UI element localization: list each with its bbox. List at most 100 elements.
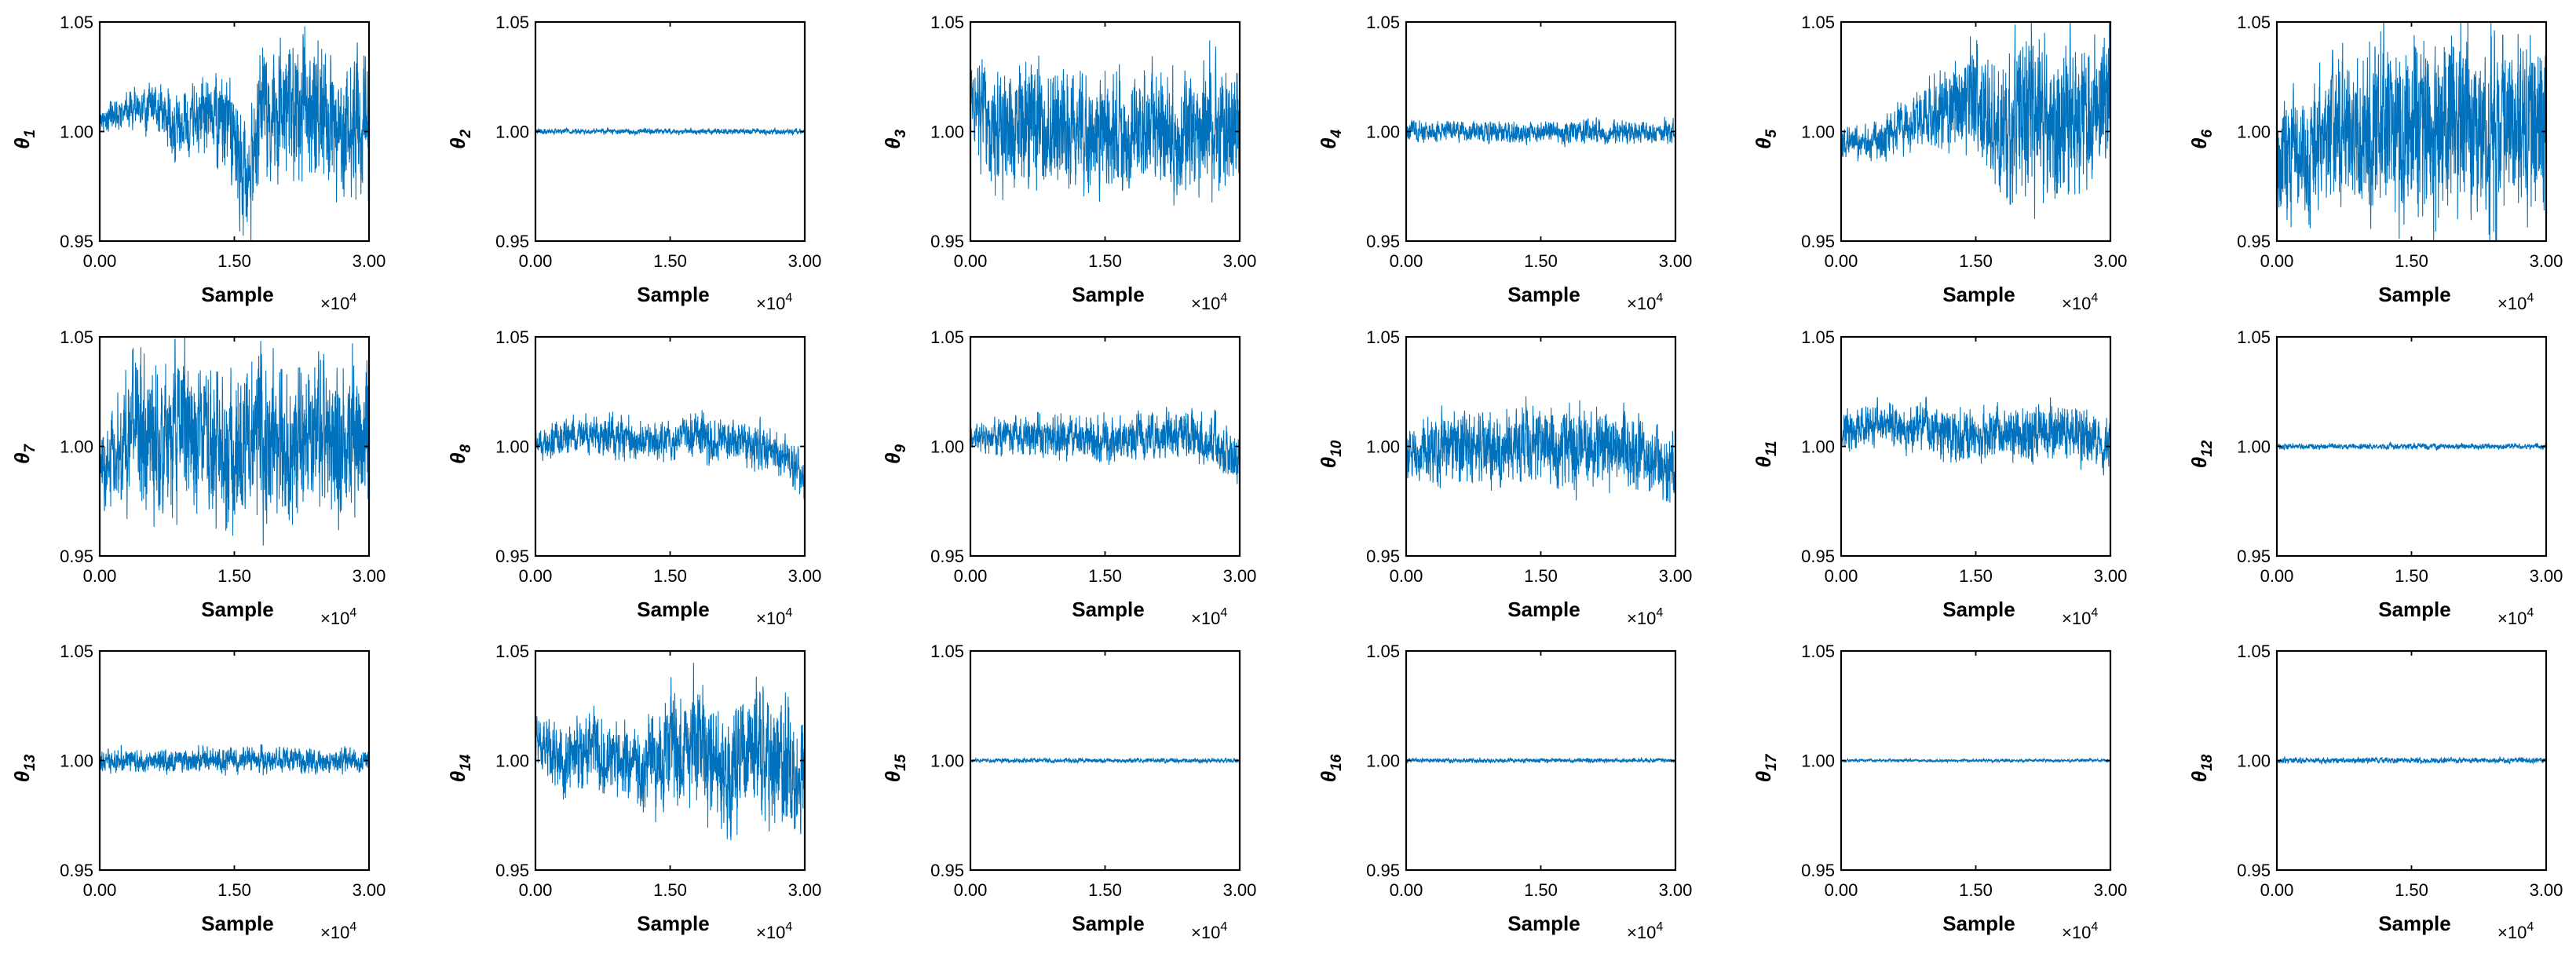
trace-line	[1841, 22, 2110, 219]
y-tick-label: 0.95	[1366, 232, 1400, 251]
y-axis-subscript: 18	[2199, 754, 2216, 771]
x-multiplier-exponent: 4	[785, 606, 792, 620]
x-axis-label: Sample	[637, 598, 710, 621]
x-multiplier-base: ×10	[2497, 923, 2527, 942]
x-multiplier: ×104	[1191, 920, 1227, 942]
x-multiplier: ×104	[756, 291, 792, 313]
x-tick-label: 3.00	[1223, 566, 1257, 586]
y-axis-symbol: θ	[881, 453, 904, 465]
y-tick-label: 1.05	[930, 327, 964, 347]
x-axis-label: Sample	[2378, 598, 2451, 621]
x-tick-label: 1.50	[2395, 251, 2428, 271]
trace-panel-1: 0.00 1.50 3.00 0.95 1.00 1.05 Sample ×104 θ1	[10, 13, 385, 313]
x-multiplier-exponent: 4	[349, 606, 356, 620]
y-tick-label: 0.95	[1366, 861, 1400, 880]
y-axis-subscript: 16	[1328, 754, 1345, 771]
x-multiplier: ×104	[2062, 291, 2098, 313]
trace-panel-18: 0.00 1.50 3.00 0.95 1.00 1.05 Sample ×104 θ18	[2187, 642, 2563, 942]
y-tick-label: 1.00	[60, 437, 93, 457]
trace-panel-14: 0.00 1.50 3.00 0.95 1.00 1.05 Sample ×104 θ14	[446, 642, 821, 942]
y-tick-label: 0.95	[495, 232, 529, 251]
trace-panel-2: 0.00 1.50 3.00 0.95 1.00 1.05 Sample ×104 θ2	[446, 13, 821, 313]
x-tick-label: 3.00	[2530, 251, 2563, 271]
y-tick-label: 1.05	[2237, 642, 2271, 661]
x-tick-label: 1.50	[653, 880, 687, 900]
x-tick-label: 1.50	[217, 251, 251, 271]
x-multiplier: ×104	[1627, 606, 1663, 628]
y-tick-label: 1.00	[1366, 751, 1400, 771]
x-multiplier: ×104	[2497, 606, 2534, 628]
y-axis-label: θ17	[1752, 753, 1780, 782]
y-axis-label: θ6	[2187, 130, 2216, 150]
y-tick-label: 1.05	[495, 327, 529, 347]
y-tick-label: 1.00	[1801, 122, 1835, 142]
trace-line	[970, 40, 1240, 206]
y-tick-label: 1.05	[2237, 327, 2271, 347]
x-multiplier-base: ×10	[1191, 923, 1220, 942]
y-tick-label: 1.05	[495, 13, 529, 32]
x-axis-label: Sample	[637, 912, 710, 935]
x-tick-label: 0.00	[1825, 251, 1858, 271]
x-axis-label: Sample	[1072, 598, 1145, 621]
x-multiplier-exponent: 4	[1220, 606, 1227, 620]
x-tick-label: 3.00	[1659, 251, 1693, 271]
x-multiplier-base: ×10	[320, 609, 349, 628]
x-multiplier-base: ×10	[756, 294, 785, 313]
x-tick-label: 0.00	[2260, 880, 2294, 900]
trace-line	[1406, 756, 1675, 764]
y-tick-label: 0.95	[60, 861, 93, 880]
y-tick-label: 1.00	[495, 437, 529, 457]
y-tick-label: 1.05	[930, 642, 964, 661]
y-tick-label: 1.00	[1801, 751, 1835, 771]
x-tick-label: 3.00	[2094, 880, 2128, 900]
x-tick-label: 0.00	[1825, 566, 1858, 586]
x-tick-label: 1.50	[1088, 880, 1122, 900]
y-tick-label: 0.95	[2237, 861, 2271, 880]
y-axis-symbol: θ	[446, 453, 470, 465]
y-axis-symbol: θ	[1317, 771, 1340, 783]
x-multiplier-exponent: 4	[2527, 606, 2534, 620]
x-multiplier-base: ×10	[320, 923, 349, 942]
y-axis-subscript: 6	[2199, 130, 2216, 138]
y-axis-label: θ10	[1317, 440, 1345, 468]
x-multiplier-base: ×10	[2062, 609, 2091, 628]
x-axis-label: Sample	[201, 283, 274, 306]
x-tick-label: 1.50	[1959, 251, 1993, 271]
y-axis-subscript: 17	[1763, 753, 1780, 771]
x-multiplier-base: ×10	[756, 609, 785, 628]
x-tick-label: 3.00	[1223, 251, 1257, 271]
x-tick-label: 0.00	[519, 566, 553, 586]
y-tick-label: 1.05	[60, 642, 93, 661]
y-tick-label: 0.95	[1801, 547, 1835, 566]
x-multiplier-base: ×10	[2062, 923, 2091, 942]
x-tick-label: 0.00	[954, 880, 988, 900]
y-tick-label: 1.00	[930, 437, 964, 457]
y-tick-label: 1.05	[495, 642, 529, 661]
trace-panel-17: 0.00 1.50 3.00 0.95 1.00 1.05 Sample ×104 θ17	[1752, 642, 2127, 942]
trace-panel-15: 0.00 1.50 3.00 0.95 1.00 1.05 Sample ×104 θ15	[881, 642, 1256, 942]
x-multiplier-base: ×10	[1191, 294, 1220, 313]
trace-panel-10: 0.00 1.50 3.00 0.95 1.00 1.05 Sample ×104 θ10	[1317, 327, 1692, 628]
x-tick-label: 3.00	[1659, 880, 1693, 900]
y-axis-label: θ16	[1317, 754, 1345, 782]
y-axis-subscript: 4	[1328, 130, 1345, 139]
x-tick-label: 1.50	[1088, 251, 1122, 271]
trace-line	[2277, 441, 2546, 452]
y-axis-subscript: 15	[893, 754, 909, 771]
x-multiplier: ×104	[320, 291, 356, 313]
x-tick-label: 0.00	[1825, 880, 1858, 900]
y-tick-label: 1.00	[2237, 751, 2271, 771]
y-tick-label: 1.05	[1801, 13, 1835, 32]
x-multiplier-exponent: 4	[2091, 291, 2098, 305]
y-axis-symbol: θ	[2187, 771, 2211, 783]
y-axis-subscript: 3	[893, 130, 909, 138]
y-tick-label: 0.95	[1801, 861, 1835, 880]
y-tick-label: 1.00	[1801, 437, 1835, 457]
y-tick-label: 1.00	[60, 751, 93, 771]
y-tick-label: 1.00	[1366, 437, 1400, 457]
x-multiplier-exponent: 4	[1656, 920, 1663, 934]
y-axis-label: θ11	[1752, 441, 1780, 467]
y-axis-subscript: 11	[1763, 441, 1780, 456]
y-axis-label: θ3	[881, 130, 909, 150]
trace-panel-16: 0.00 1.50 3.00 0.95 1.00 1.05 Sample ×104 θ16	[1317, 642, 1692, 942]
